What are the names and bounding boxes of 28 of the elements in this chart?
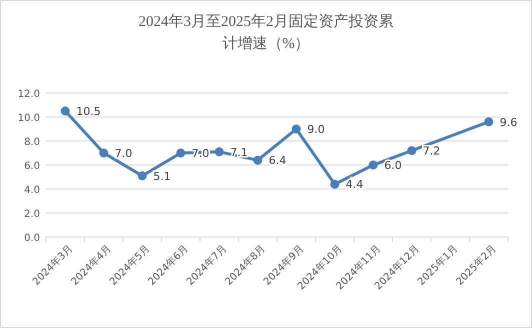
point — [330, 180, 340, 189]
data-label: 6.4 — [268, 154, 286, 168]
point — [176, 148, 186, 158]
y-tick-label: 8.0 — [24, 137, 40, 148]
point — [484, 117, 494, 126]
point — [214, 147, 224, 156]
data-label: 7.0 — [114, 147, 132, 160]
y-tick-label: 10.0 — [18, 113, 40, 124]
point — [60, 106, 70, 116]
data-label: 5.1 — [153, 170, 171, 183]
y-tick-label: 4.0 — [24, 185, 40, 196]
data-label: 7.2 — [422, 144, 440, 158]
data-label: 6.0 — [384, 159, 402, 172]
point — [253, 156, 262, 165]
y-tick-label: 0.0 — [24, 233, 40, 244]
point — [407, 146, 416, 156]
y-tick-label: 2.0 — [24, 209, 40, 220]
point — [99, 148, 108, 158]
y-tick-label: 6.0 — [24, 161, 40, 172]
point — [138, 171, 147, 180]
chart-title: 2024年3月至2025年2月固定资产投资累计增速（%） — [138, 13, 394, 52]
data-label: 9.6 — [500, 116, 518, 129]
point — [292, 124, 301, 134]
data-label: 10.5 — [76, 105, 101, 118]
point — [368, 160, 378, 170]
y-tick-label: 12.0 — [18, 89, 40, 100]
data-label: 9.0 — [307, 123, 325, 136]
data-label: 4.4 — [346, 178, 364, 192]
